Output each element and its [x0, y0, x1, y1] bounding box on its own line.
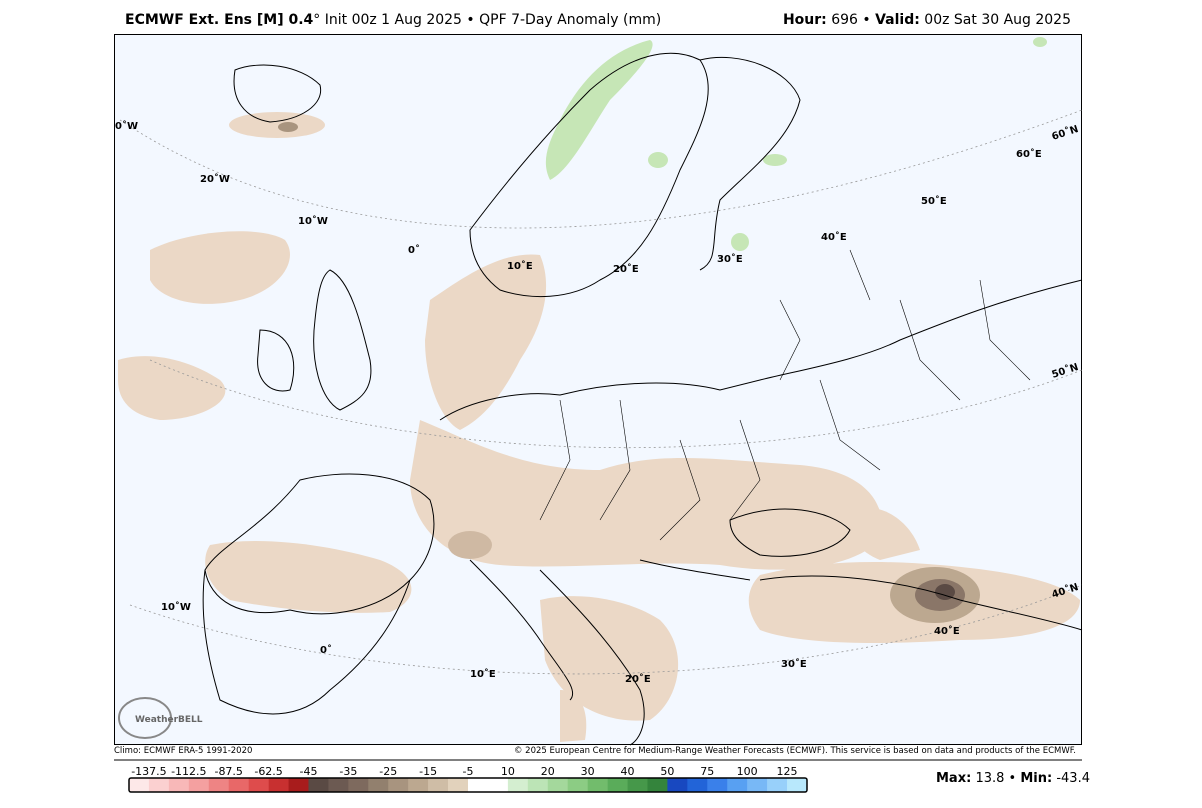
colorbar-tick-label: 30	[581, 765, 595, 778]
graticule-label: 20˚E	[613, 263, 639, 275]
anomaly-core	[278, 122, 980, 623]
graticule-label: 10˚W	[298, 215, 328, 227]
hour-label: Hour:	[782, 12, 827, 28]
graticule-label: 10˚W	[161, 601, 191, 613]
colorbar-tick-label: -15	[419, 765, 437, 778]
colorbar-swatch	[228, 778, 249, 792]
valid-info: Hour: 696 • Valid: 00z Sat 30 Aug 2025	[783, 12, 1071, 28]
colorbar-swatch	[468, 778, 489, 792]
colorbar-tick-label: -87.5	[214, 765, 242, 778]
graticule-label: 20˚E	[625, 673, 651, 685]
valid-label: Valid:	[875, 12, 920, 28]
graticule-label: 0˚	[320, 644, 332, 656]
colorbar-swatch	[507, 778, 529, 792]
colorbar-swatch	[787, 778, 808, 792]
graticule-label: 30˚E	[717, 253, 743, 265]
colorbar-swatch	[428, 778, 449, 792]
colorbar-tick-label: -35	[339, 765, 357, 778]
max-label: Max:	[936, 771, 972, 786]
colorbar-tick-label: 125	[777, 765, 798, 778]
colorbar-tick-label: -137.5	[131, 765, 166, 778]
graticule-label: 10˚E	[470, 668, 496, 680]
min-value: -43.4	[1056, 771, 1090, 786]
colorbar-swatch	[368, 778, 389, 792]
colorbar-tick-label: 50	[660, 765, 674, 778]
colorbar-swatch	[667, 778, 688, 792]
graticule	[119, 109, 1083, 675]
title-rest: Init 00z 1 Aug 2025 • QPF 7-Day Anomaly …	[324, 12, 662, 28]
title-degree: °	[313, 12, 321, 28]
wet-fields	[545, 37, 1047, 251]
colorbar-tick-label: -25	[379, 765, 397, 778]
min-label: Min:	[1020, 771, 1053, 786]
colorbar-swatch	[527, 778, 549, 792]
graticule-label: 40˚E	[821, 231, 847, 243]
graticule-label: 50˚E	[921, 195, 947, 207]
graticule-label: 40˚E	[934, 625, 960, 637]
colorbar-swatch	[767, 778, 788, 792]
colorbar-swatch	[408, 778, 429, 792]
colorbar-swatch	[707, 778, 728, 792]
graticule-label: 0˚	[408, 244, 420, 256]
logo: WeatherBELL	[118, 697, 203, 739]
stats: Max: 13.8 • Min: -43.4	[936, 771, 1090, 786]
stats-separator: •	[1008, 771, 1017, 786]
max-value: 13.8	[975, 771, 1005, 786]
coastlines	[202, 52, 1083, 746]
colorbar-tick-label: -112.5	[171, 765, 206, 778]
hour: 696	[831, 12, 858, 28]
colorbar-swatch	[607, 778, 628, 792]
colorbar-swatch	[208, 778, 230, 792]
colorbar-swatch	[567, 778, 588, 792]
copyright: © 2025 European Centre for Medium-Range …	[513, 746, 1076, 756]
colorbar-tick-label: -45	[299, 765, 317, 778]
graticule-label: 30˚E	[781, 658, 807, 670]
colorbar-swatch	[647, 778, 668, 792]
colorbar-swatch	[308, 778, 329, 792]
colorbar-swatch	[727, 778, 748, 792]
colorbar-swatch	[547, 778, 569, 792]
colorbar-swatch	[129, 778, 150, 792]
logo-text: WeatherBELL	[135, 715, 203, 725]
colorbar-swatch	[627, 778, 648, 792]
colorbar-swatch	[348, 778, 369, 792]
colorbar-tick-label: 75	[700, 765, 714, 778]
colorbar-tick-label: -5	[463, 765, 474, 778]
colorbar-swatch	[587, 778, 608, 792]
colorbar-swatch	[328, 778, 349, 792]
separator: •	[862, 12, 871, 28]
climo-note: Climo: ECMWF ERA-5 1991-2020	[114, 746, 253, 756]
colorbar-swatch	[248, 778, 269, 792]
colorbar-swatch	[448, 778, 469, 792]
colorbar-swatch	[268, 778, 289, 792]
colorbar-tick-label: 20	[541, 765, 555, 778]
graticule-label: 0˚W	[115, 120, 138, 132]
graticule-label: 60˚E	[1016, 148, 1042, 160]
valid: 00z Sat 30 Aug 2025	[924, 12, 1071, 28]
colorbar-tick-label: -62.5	[254, 765, 282, 778]
graticule-label: 20˚W	[200, 173, 230, 185]
colorbar-tick-label: 100	[737, 765, 758, 778]
colorbar-swatch	[388, 778, 409, 792]
title-model: ECMWF Ext. Ens [M] 0.4	[125, 12, 314, 28]
title: ECMWF Ext. Ens [M] 0.4° Init 00z 1 Aug 2…	[125, 12, 661, 28]
colorbar-swatch	[687, 778, 708, 792]
colorbar-frame	[128, 777, 808, 793]
colorbar-tick-label: 10	[501, 765, 515, 778]
colorbar: -137.5 -112.5 -87.5 -62.5 -45 -35 -25 -15 -5 10 20…	[114, 759, 1082, 793]
colorbar-swatch	[168, 778, 190, 792]
colorbar-swatch	[288, 778, 309, 792]
graticule-label: 10˚E	[507, 260, 533, 272]
colorbar-swatch	[188, 778, 210, 792]
colorbar-swatch	[747, 778, 768, 792]
borders	[539, 249, 1031, 541]
colorbar-tick-label: 40	[621, 765, 635, 778]
colorbar-swatch	[148, 778, 170, 792]
colorbar-swatch	[487, 778, 509, 792]
